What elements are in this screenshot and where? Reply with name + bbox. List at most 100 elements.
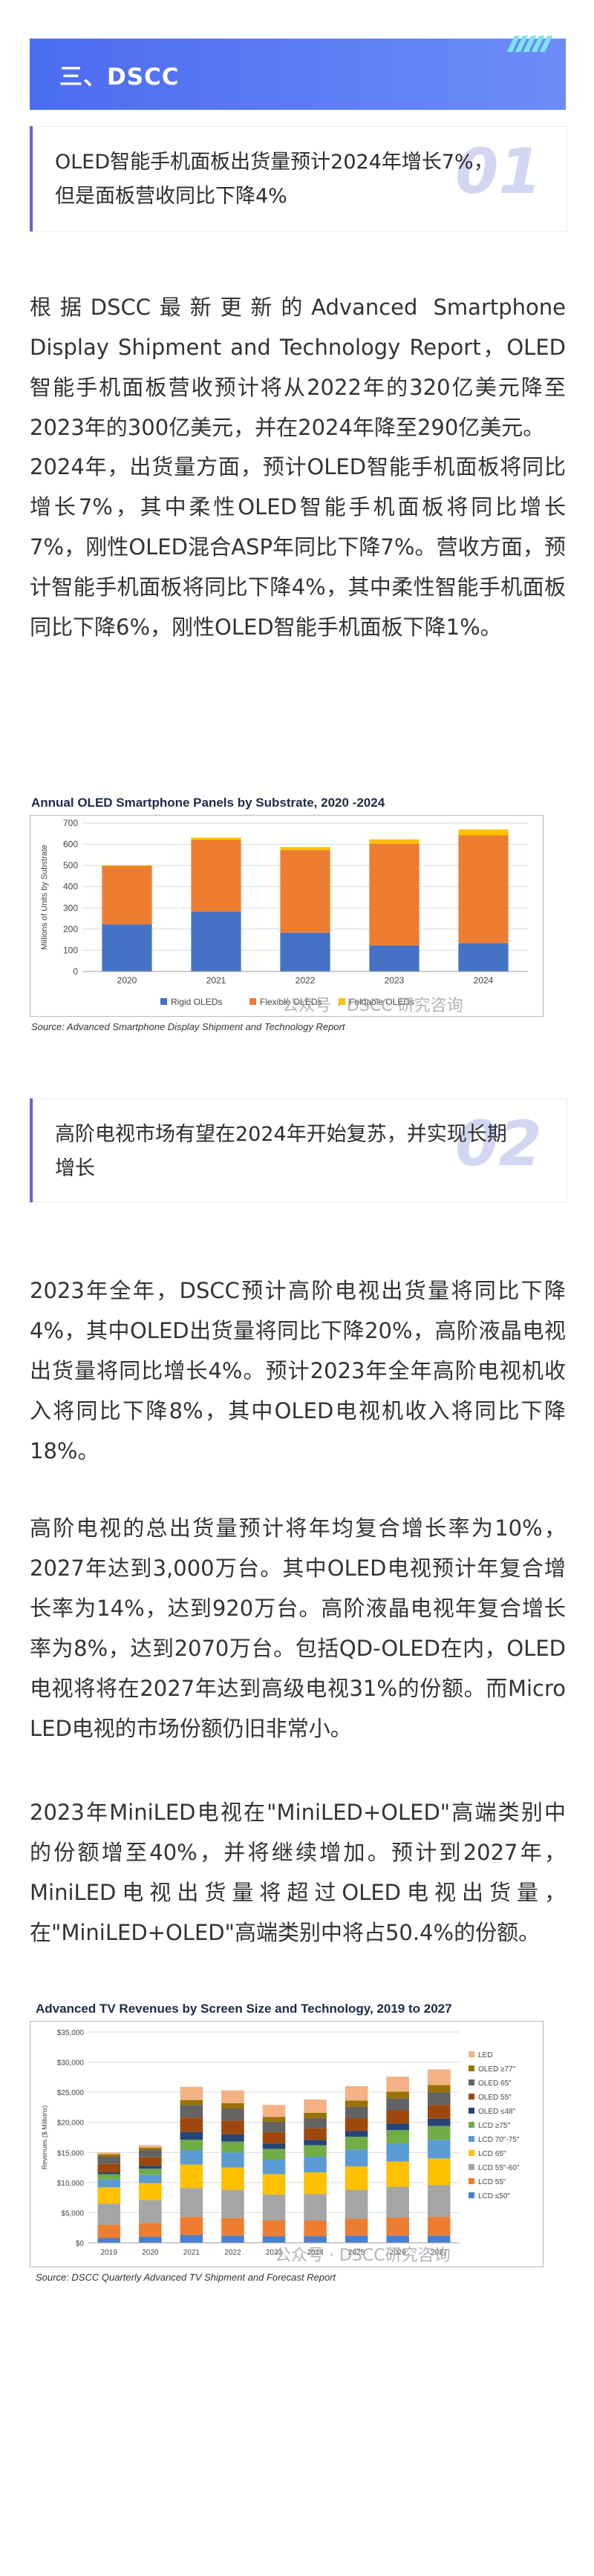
subheading-title: OLED智能手机面板出货量预计2024年增长7%，但是面板营收同比下降4% <box>55 151 494 208</box>
bar-segment <box>221 2134 244 2142</box>
bar-segment <box>304 2112 327 2119</box>
legend-label: LCD 70"-75" <box>478 2136 520 2144</box>
bar-segment <box>180 2188 203 2218</box>
bar-segment <box>191 837 241 840</box>
legend-label: LED <box>478 2051 492 2059</box>
bar-segment <box>97 2156 121 2164</box>
bar-segment <box>180 2131 203 2140</box>
bar-segment <box>386 2091 409 2099</box>
legend-swatch <box>469 2178 474 2184</box>
bar-segment <box>304 2172 327 2195</box>
bar-segment <box>386 2143 409 2162</box>
bar-segment <box>139 2223 162 2237</box>
legend-swatch <box>160 998 167 1005</box>
bar-segment <box>458 829 509 836</box>
bar-segment <box>345 2137 368 2150</box>
bar-segment <box>221 2090 244 2103</box>
y-tick-label: $0 <box>76 2240 85 2248</box>
chart-source: Source: Advanced Smartphone Display Ship… <box>31 1021 345 1032</box>
bar-segment <box>386 2110 409 2124</box>
bar-segment <box>180 2235 203 2243</box>
bar-segment <box>139 2147 162 2151</box>
x-tick-label: 2021 <box>206 975 226 986</box>
chart-title: Annual OLED Smartphone Panels by Substra… <box>31 796 385 810</box>
bar-segment <box>345 2218 368 2236</box>
bar-segment <box>102 865 152 866</box>
bar-segment <box>221 2152 244 2168</box>
legend-label: Flexible OLEDs <box>260 997 322 1007</box>
bar-segment <box>262 2195 286 2221</box>
legend-label: OLED ≤48" <box>478 2108 516 2116</box>
bar-segment <box>221 2108 244 2121</box>
legend-swatch <box>469 2192 474 2198</box>
bar-segment <box>386 2098 409 2111</box>
bar-segment <box>369 839 420 844</box>
bar-segment <box>262 2121 286 2132</box>
bar-segment <box>369 843 420 945</box>
bar-segment <box>191 911 241 971</box>
bar-segment <box>427 2105 451 2119</box>
bar-segment <box>139 2145 162 2148</box>
paragraph: 2023年MiniLED电视在"MiniLED+OLED"高端类别中的份额增至4… <box>30 1800 566 1945</box>
x-tick-label: 2024 <box>474 975 494 986</box>
legend-label: Foldable OLEDs <box>349 997 414 1007</box>
paragraph: 高阶电视的总出货量预计将年均复合增长率为10%，2027年达到3,000万台。其… <box>30 1515 566 1741</box>
subheading-box-01: 01 OLED智能手机面板出货量预计2024年增长7%，但是面板营收同比下降4% <box>30 126 567 232</box>
bar-segment <box>97 2203 121 2225</box>
bar-segment <box>97 2238 121 2243</box>
legend-label: LCD ≥75" <box>478 2122 510 2130</box>
bar-segment <box>345 2118 368 2131</box>
chart-title: Advanced TV Revenues by Screen Size and … <box>36 2002 452 2016</box>
bar-segment <box>386 2217 409 2236</box>
legend-swatch <box>469 2080 474 2085</box>
bar-segment <box>221 2120 244 2134</box>
bar-segment <box>304 2099 327 2113</box>
bar-segment <box>427 2126 451 2140</box>
x-tick-label: 2020 <box>117 975 137 986</box>
y-tick-label: $10,000 <box>57 2180 85 2188</box>
bar-segment <box>304 2118 327 2128</box>
bar-segment <box>280 932 330 971</box>
subheading-title: 高阶电视市场有望在2024年开始复苏，并实现长期增长 <box>55 1123 507 1180</box>
bar-segment <box>304 2145 327 2157</box>
bar-segment <box>221 2103 244 2109</box>
y-tick-label: 600 <box>63 839 78 850</box>
bar-segment <box>262 2220 286 2237</box>
legend-swatch <box>469 2122 474 2128</box>
bar-segment <box>345 2100 368 2107</box>
y-tick-label: $35,000 <box>57 2029 85 2037</box>
bar-segment <box>304 2128 327 2140</box>
bar-segment <box>102 924 152 971</box>
legend-swatch <box>469 2065 474 2071</box>
bar-segment <box>97 2174 121 2180</box>
bar-segment <box>280 847 330 851</box>
bar-segment <box>345 2189 368 2219</box>
x-tick-label: 2022 <box>224 2249 241 2257</box>
bar-segment <box>139 2157 162 2166</box>
bar-segment <box>427 2140 451 2159</box>
bar-segment <box>97 2154 121 2157</box>
bar-segment <box>427 2118 451 2126</box>
x-tick-label: 2023 <box>385 975 405 986</box>
y-tick-label: $15,000 <box>57 2149 85 2157</box>
bar-segment <box>427 2085 451 2093</box>
bar-segment <box>345 2149 368 2166</box>
bar-segment <box>304 2140 327 2146</box>
bar-segment <box>386 2130 409 2144</box>
chart-frame: 0 100 200 300 400 500 600 700 2020 2021 2022 2023 20… <box>30 815 544 1017</box>
x-tick-label: 2023 <box>266 2249 283 2257</box>
x-tick-label: 2024 <box>307 2249 324 2257</box>
legend-label: Rigid OLEDs <box>171 997 222 1007</box>
bar-segment <box>139 2174 162 2183</box>
y-tick-label: $20,000 <box>57 2120 85 2128</box>
x-tick-label: 2022 <box>296 975 316 986</box>
subheading-box-02: 02 高阶电视市场有望在2024年开始复苏，并实现长期增长 <box>30 1098 567 1202</box>
bar-segment <box>427 2185 451 2218</box>
bar-segment <box>304 2236 327 2243</box>
bar-segment <box>180 2217 203 2235</box>
section-header: 三、DSCC <box>30 36 566 110</box>
bar-segment <box>427 2092 451 2105</box>
bar-segment <box>386 2123 409 2131</box>
decorative-stripes <box>506 36 553 52</box>
bar-segment <box>262 2117 286 2122</box>
